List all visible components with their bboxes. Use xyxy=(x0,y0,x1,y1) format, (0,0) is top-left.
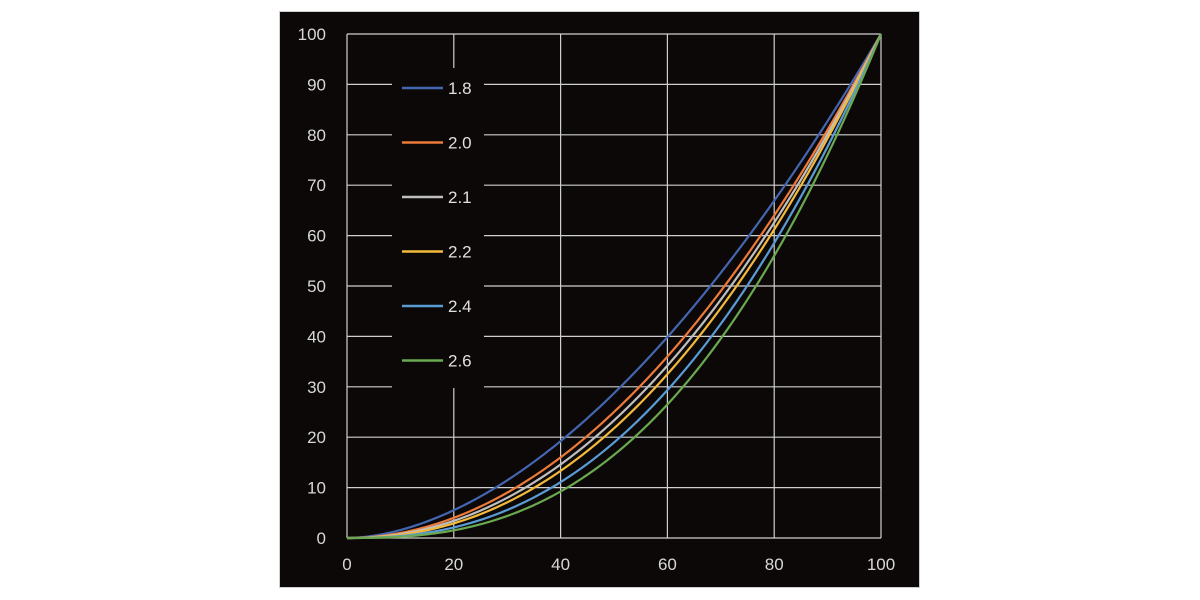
x-tick-label: 40 xyxy=(551,555,570,574)
y-tick-label: 90 xyxy=(307,75,326,94)
legend-label-2-4: 2.4 xyxy=(448,297,472,316)
x-tick-label: 60 xyxy=(658,555,677,574)
series-line-2-1 xyxy=(346,33,882,540)
grid-lines xyxy=(346,33,882,539)
legend-label-2-0: 2.0 xyxy=(448,134,472,153)
series-line-1-8 xyxy=(346,33,882,540)
y-tick-label: 0 xyxy=(317,529,326,548)
legend: 1.8 2.0 2.1 2.2 2.4 2.6 xyxy=(402,79,472,371)
x-tick-label: 100 xyxy=(867,555,895,574)
legend-label-2-1: 2.1 xyxy=(448,188,472,207)
x-tick-label: 20 xyxy=(444,555,463,574)
series-line-2-6 xyxy=(347,33,883,540)
series-line-2-4 xyxy=(347,33,883,540)
x-tick-label: 0 xyxy=(342,555,351,574)
y-tick-label: 10 xyxy=(307,479,326,498)
y-tick-label: 60 xyxy=(307,227,326,246)
series-line-2-2 xyxy=(347,33,882,540)
legend-label-1-8: 1.8 xyxy=(448,79,472,98)
y-tick-label: 40 xyxy=(307,327,326,346)
y-tick-label: 100 xyxy=(298,25,326,44)
series-line-2-0 xyxy=(346,33,882,540)
y-tick-label: 80 xyxy=(307,126,326,145)
series-lines xyxy=(346,33,883,540)
legend-background xyxy=(392,68,484,388)
chart-frame xyxy=(279,11,920,588)
y-tick-label: 50 xyxy=(307,277,326,296)
axis-tick-labels: 0 10 20 30 40 50 60 70 80 90 100 0 20 40 60 80 100 xyxy=(298,25,896,574)
y-tick-label: 20 xyxy=(307,428,326,447)
legend-label-2-2: 2.2 xyxy=(448,243,472,262)
x-tick-label: 80 xyxy=(765,555,784,574)
y-tick-label: 30 xyxy=(307,378,326,397)
y-tick-label: 70 xyxy=(307,176,326,195)
legend-label-2-6: 2.6 xyxy=(448,352,472,371)
